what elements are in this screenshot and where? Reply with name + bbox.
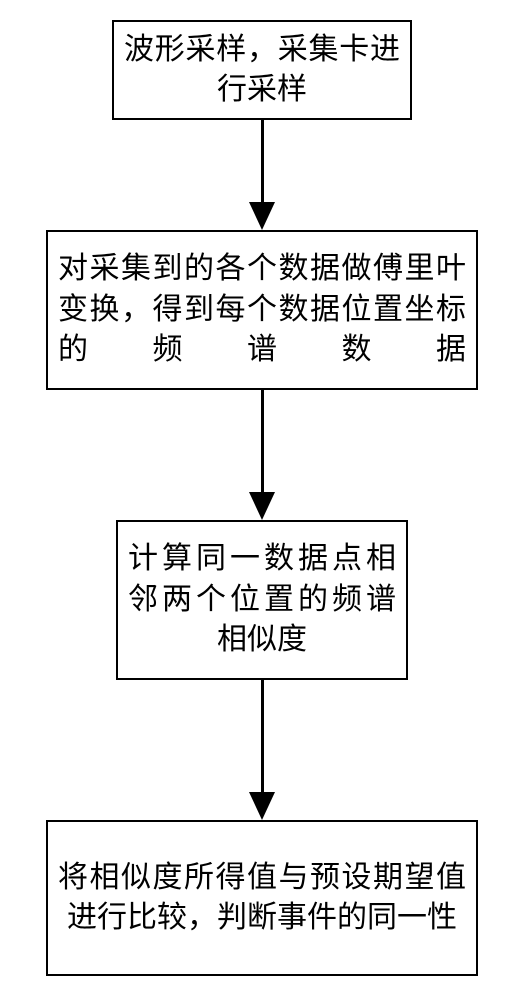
flow-node-2-text: 对采集到的各个数据做傅里叶变换，得到每个数据位置坐标的频谱数据 <box>58 249 466 371</box>
flow-node-1: 波形采样，采集卡进行采样 <box>112 20 412 120</box>
flowchart-canvas: 波形采样，采集卡进行采样 对采集到的各个数据做傅里叶变换，得到每个数据位置坐标的… <box>0 0 525 1000</box>
arrow-1-line <box>261 120 264 202</box>
flow-node-3-text: 计算同一数据点相邻两个位置的频谱相似度 <box>128 539 396 661</box>
flow-node-4-text: 将相似度所得值与预设期望值进行比较，判断事件的同一性 <box>58 858 466 939</box>
flow-node-2: 对采集到的各个数据做傅里叶变换，得到每个数据位置坐标的频谱数据 <box>46 230 478 390</box>
arrow-3-head <box>249 792 275 820</box>
arrow-2-line <box>261 390 264 492</box>
flow-node-3: 计算同一数据点相邻两个位置的频谱相似度 <box>116 520 408 680</box>
flow-node-4: 将相似度所得值与预设期望值进行比较，判断事件的同一性 <box>46 820 478 976</box>
arrow-1-head <box>249 202 275 230</box>
arrow-2-head <box>249 492 275 520</box>
flow-node-1-text: 波形采样，采集卡进行采样 <box>124 30 400 111</box>
arrow-3-line <box>261 680 264 792</box>
